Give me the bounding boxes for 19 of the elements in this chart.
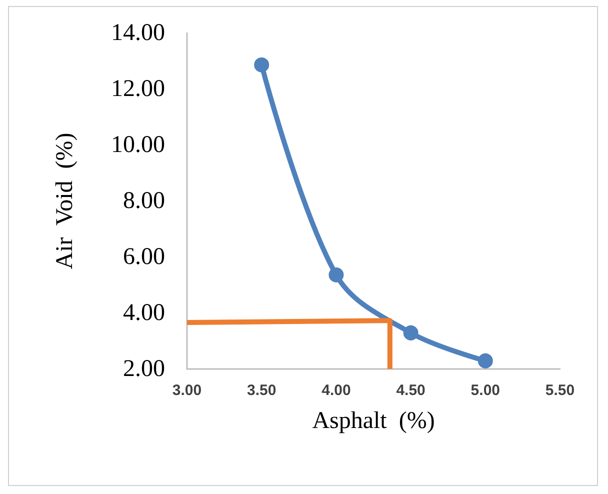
point (254, 57, 270, 72)
x-tick-label: 4.00 (322, 382, 351, 399)
x-tick-label: 3.00 (172, 382, 202, 399)
x-tick-label: 3.50 (247, 382, 276, 399)
y-tick-label: 10.00 (111, 132, 165, 158)
x-axis-title: Asphalt (%) (312, 408, 435, 434)
point (478, 353, 493, 368)
y-tick-label: 4.00 (123, 300, 165, 326)
y-tick-label: 14.00 (111, 20, 165, 46)
y-axis-title: Air Void (%) (52, 132, 78, 270)
x-tick-label: 5.50 (545, 382, 575, 399)
y-tick-label: 8.00 (123, 188, 165, 214)
x-tick-label: 5.00 (470, 382, 500, 399)
point (328, 267, 344, 282)
y-tick-label: 12.00 (111, 76, 165, 102)
y-tick-label: 6.00 (123, 244, 165, 270)
point (403, 325, 418, 340)
y-tick-label: 2.00 (123, 356, 165, 382)
x-tick-label: 4.50 (396, 382, 426, 399)
